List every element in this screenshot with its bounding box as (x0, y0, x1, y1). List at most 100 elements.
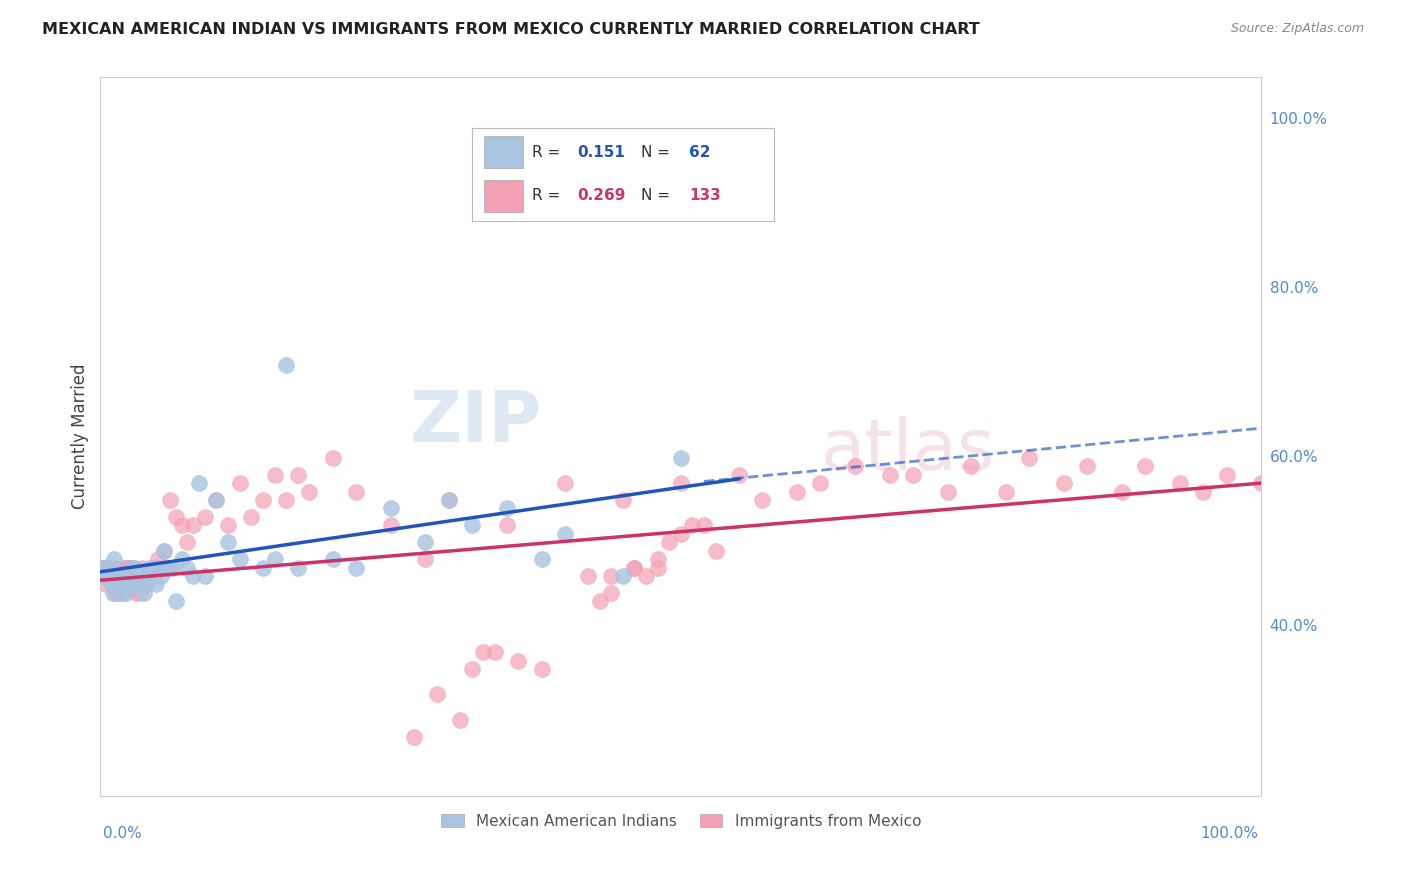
Point (415, 535, 437, 549)
Point (554, 526, 576, 541)
Point (134, 569, 156, 583)
Point (588, 594, 610, 608)
Point (495, 501, 517, 516)
Point (1076, 459, 1098, 474)
Point (118, 569, 141, 583)
Point (135, 569, 157, 583)
Point (205, 493, 228, 508)
Point (114, 569, 136, 583)
Point (96, 569, 118, 583)
Text: 0.0%: 0.0% (103, 826, 142, 841)
Point (98, 569, 121, 583)
Point (380, 518, 402, 533)
Point (125, 586, 148, 600)
Point (960, 459, 983, 474)
Point (104, 569, 127, 583)
Point (110, 569, 132, 583)
Point (138, 569, 160, 583)
Point (121, 560, 143, 574)
Point (101, 586, 124, 600)
Point (96, 569, 118, 583)
Point (128, 577, 150, 591)
Text: MEXICAN AMERICAN INDIAN VS IMMIGRANTS FROM MEXICO CURRENTLY MARRIED CORRELATION : MEXICAN AMERICAN INDIAN VS IMMIGRANTS FR… (42, 22, 980, 37)
Point (612, 493, 634, 508)
Point (124, 569, 146, 583)
Point (508, 654, 530, 668)
Point (808, 476, 831, 491)
Point (117, 560, 139, 574)
Point (131, 560, 153, 574)
Point (669, 450, 692, 465)
Point (669, 526, 692, 541)
Point (484, 645, 506, 659)
Text: 100.0%: 100.0% (1270, 112, 1327, 128)
Point (415, 552, 437, 566)
Point (612, 569, 634, 583)
Point (96, 560, 118, 574)
Point (107, 569, 129, 583)
Point (600, 569, 623, 583)
Point (647, 560, 669, 574)
Point (142, 569, 165, 583)
Point (1215, 467, 1237, 482)
Point (751, 493, 773, 508)
Point (110, 569, 132, 583)
Point (879, 467, 901, 482)
Point (112, 569, 135, 583)
Point (94, 569, 117, 583)
Point (115, 560, 138, 574)
Point (194, 509, 217, 524)
Point (217, 535, 239, 549)
Point (1018, 450, 1040, 465)
Point (132, 577, 155, 591)
Point (380, 501, 402, 516)
Point (344, 484, 367, 499)
Point (205, 493, 228, 508)
Point (287, 467, 309, 482)
Legend: Mexican American Indians, Immigrants from Mexico: Mexican American Indians, Immigrants fro… (434, 807, 928, 835)
Point (658, 535, 681, 549)
Point (153, 543, 176, 558)
Point (153, 543, 176, 558)
Point (786, 484, 808, 499)
Point (105, 586, 128, 600)
Point (108, 569, 131, 583)
Point (530, 662, 553, 676)
Point (100, 577, 122, 591)
Point (217, 518, 239, 533)
Point (97, 569, 120, 583)
Point (1135, 459, 1157, 474)
Point (181, 518, 204, 533)
Point (115, 560, 138, 574)
Point (104, 577, 127, 591)
Point (176, 535, 198, 549)
Point (623, 560, 645, 574)
Point (472, 645, 495, 659)
Point (105, 586, 128, 600)
Point (120, 569, 142, 583)
Point (1168, 476, 1191, 491)
Point (901, 467, 924, 482)
Point (1250, 476, 1272, 491)
Point (252, 560, 274, 574)
Point (844, 459, 866, 474)
Point (127, 569, 149, 583)
Point (252, 493, 274, 508)
Point (108, 577, 131, 591)
Point (101, 569, 124, 583)
Text: 40.0%: 40.0% (1270, 619, 1317, 634)
Point (176, 560, 198, 574)
Point (530, 552, 553, 566)
Point (128, 586, 150, 600)
Point (112, 569, 135, 583)
Text: 80.0%: 80.0% (1270, 281, 1317, 296)
Text: 100.0%: 100.0% (1201, 826, 1258, 841)
Point (693, 518, 716, 533)
Point (104, 569, 127, 583)
Point (103, 560, 125, 574)
Point (110, 577, 132, 591)
Point (704, 543, 727, 558)
Point (122, 577, 145, 591)
Point (1111, 484, 1133, 499)
Point (194, 569, 217, 583)
